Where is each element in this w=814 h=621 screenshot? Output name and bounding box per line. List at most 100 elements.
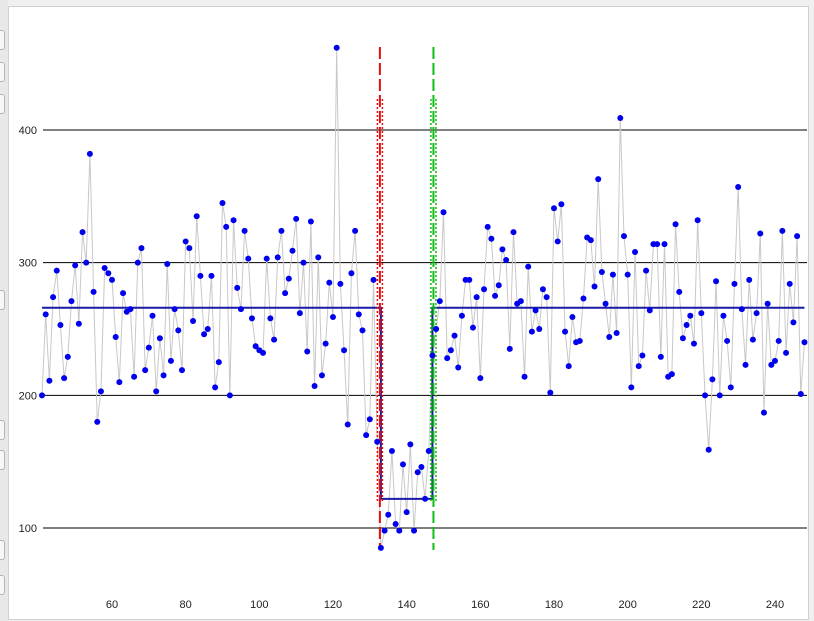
data-point: [370, 276, 377, 283]
data-point: [101, 264, 108, 271]
data-point: [606, 333, 613, 340]
data-point: [278, 227, 285, 234]
data-point: [757, 230, 764, 237]
x-tick-label: 100: [250, 599, 268, 611]
data-point: [425, 448, 432, 455]
data-point: [64, 353, 71, 360]
panel-handle[interactable]: [0, 30, 5, 50]
data-point: [738, 306, 745, 313]
data-point: [175, 327, 182, 334]
panel-handle[interactable]: [0, 450, 5, 470]
data-point: [57, 322, 64, 329]
data-point: [668, 371, 675, 378]
y-tick-label: 100: [19, 523, 37, 535]
data-point: [414, 469, 421, 476]
data-point: [709, 376, 716, 383]
data-point: [237, 306, 244, 313]
x-tick-label: 80: [180, 599, 192, 611]
data-point: [727, 384, 734, 391]
data-point: [591, 283, 598, 290]
panel-handle[interactable]: [0, 540, 5, 560]
data-point: [326, 279, 333, 286]
data-point: [447, 347, 454, 354]
data-point: [768, 361, 775, 368]
data-point: [42, 311, 49, 318]
data-point: [506, 345, 513, 352]
data-point: [153, 388, 160, 395]
data-point: [167, 357, 174, 364]
data-point: [396, 527, 403, 534]
data-point: [330, 314, 336, 321]
data-point: [182, 238, 189, 245]
data-point: [134, 259, 141, 266]
data-point: [186, 245, 193, 252]
data-point: [551, 205, 557, 212]
data-point: [469, 324, 476, 331]
data-point: [760, 409, 767, 416]
data-point: [698, 310, 705, 317]
data-point: [178, 367, 185, 374]
data-point: [363, 432, 370, 439]
data-point: [624, 271, 631, 278]
data-point: [602, 300, 609, 307]
data-point: [746, 276, 753, 283]
data-point: [304, 348, 311, 355]
panel-handle[interactable]: [0, 62, 5, 82]
series-line: [41, 47, 805, 549]
data-point: [112, 333, 119, 340]
data-point: [359, 327, 366, 334]
data-point: [407, 441, 414, 448]
data-point: [333, 44, 340, 51]
data-point: [418, 463, 425, 470]
data-point: [735, 184, 742, 191]
data-point: [53, 267, 60, 274]
data-point: [68, 298, 75, 305]
data-point: [525, 263, 532, 270]
panel-handle[interactable]: [0, 575, 5, 595]
data-point: [720, 312, 727, 319]
data-point: [131, 373, 138, 380]
data-point: [208, 272, 215, 279]
data-point: [318, 372, 325, 379]
data-point: [215, 359, 222, 366]
data-point: [613, 329, 620, 336]
data-point: [764, 300, 771, 307]
data-point: [116, 379, 123, 386]
data-point: [197, 272, 204, 279]
data-point: [786, 280, 793, 287]
data-point: [694, 217, 701, 224]
data-point: [381, 527, 388, 534]
data-point: [311, 383, 318, 390]
panel-handle[interactable]: [0, 420, 5, 440]
data-point: [46, 377, 53, 384]
data-point: [783, 349, 790, 356]
data-point: [374, 438, 381, 445]
panel-handle[interactable]: [0, 94, 5, 114]
data-point: [742, 361, 749, 368]
data-point: [392, 521, 399, 528]
data-point: [628, 384, 635, 391]
data-point: [532, 307, 539, 314]
panel-handle[interactable]: [0, 290, 5, 310]
data-point: [79, 229, 86, 236]
data-point: [377, 544, 384, 551]
data-point: [271, 336, 278, 343]
data-point: [690, 340, 697, 347]
data-point: [109, 276, 115, 283]
data-point: [543, 294, 550, 301]
change-point-markers: [376, 47, 437, 550]
x-tick-label: 180: [545, 599, 563, 611]
data-point: [212, 384, 219, 391]
data-point: [282, 290, 289, 297]
x-axis-tick-labels: 60 80 100 120 140 160 180 200 220 240: [106, 599, 784, 611]
data-point: [521, 373, 528, 380]
data-point: [366, 416, 373, 423]
data-point: [127, 306, 134, 313]
data-point: [352, 227, 359, 234]
data-point: [94, 418, 101, 425]
data-point: [120, 290, 127, 297]
data-point: [797, 391, 804, 398]
data-point: [337, 280, 344, 287]
data-point: [477, 375, 484, 382]
data-point: [547, 389, 554, 396]
